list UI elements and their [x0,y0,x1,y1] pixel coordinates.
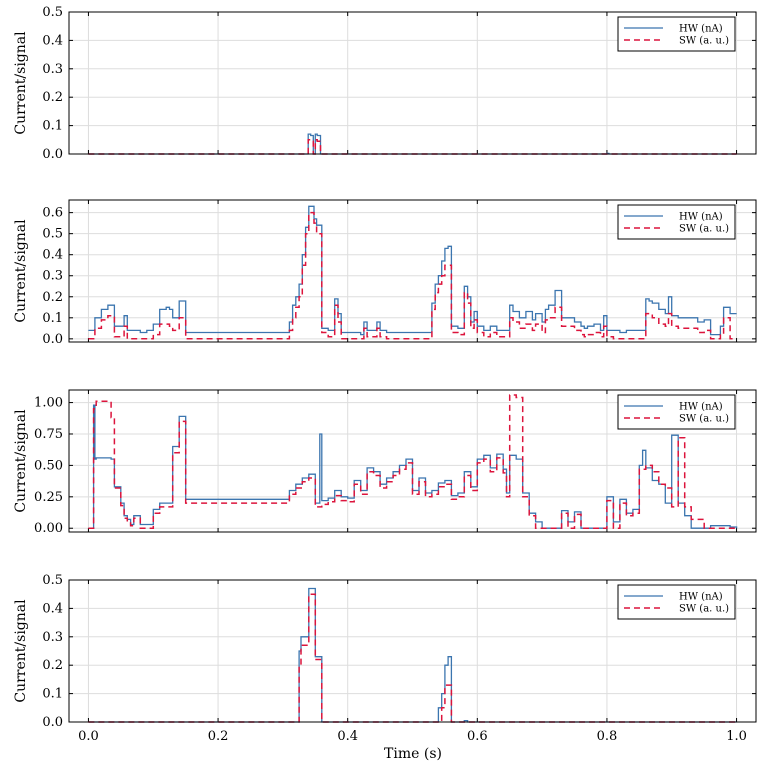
legend-box [617,16,736,52]
y-tick-label: 0.2 [42,658,63,673]
y-tick-label: 0.5 [42,573,63,588]
legend-label: HW (nA) [679,402,723,413]
chart-panel-2: 0.0 0.1 0.2 0.3 0.4 0.5 0.6 Current/signal HW (n… [13,199,757,347]
legend-box [617,394,736,430]
y-tick-label: 0.5 [42,5,63,20]
y-tick-label: 0.1 [42,119,63,134]
legend: HW (nA)SW (a. u.) [617,584,736,620]
series-line-hw [88,205,737,336]
y-tick-label: 0.1 [42,687,63,702]
series-line-sw [88,593,737,723]
x-tick-label: 1.0 [726,729,747,744]
y-tick-label: 0.75 [34,427,63,442]
x-axis-title: Time (s) [384,746,442,762]
y-tick-label: 0.3 [42,269,63,284]
y-tick-label: 0.3 [42,62,63,77]
legend-label: HW (nA) [679,24,723,35]
y-axis-title: Current/signal [13,219,29,323]
legend-label: HW (nA) [679,592,723,603]
y-tick-label: 0.1 [42,311,63,326]
chart-panel-1: 0.0 0.1 0.2 0.3 0.4 0.5 Current/signal HW (nA)S… [13,5,757,162]
y-tick-label: 0.4 [42,248,63,263]
x-tick-label: 0.8 [597,729,618,744]
plot-frame [68,579,757,723]
legend: HW (nA)SW (a. u.) [617,204,736,240]
x-tick-label: 0.0 [78,729,99,744]
y-tick-label: 0.0 [42,147,63,162]
y-tick-label: 0.50 [34,458,63,473]
series-line-sw [88,394,737,529]
y-tick-label: 0.6 [42,206,63,221]
y-tick-label: 0.25 [34,490,63,505]
y-axis-title: Current/signal [13,409,29,513]
y-tick-label: 0.00 [34,521,63,536]
y-tick-label: 0.5 [42,227,63,242]
y-tick-label: 0.2 [42,90,63,105]
y-tick-label: 0.4 [42,33,63,48]
legend-label: HW (nA) [679,212,723,223]
y-axis-title: Current/signal [13,599,29,703]
legend: HW (nA)SW (a. u.) [617,16,736,52]
plot-frame [68,389,757,533]
y-tick-label: 0.0 [42,715,63,730]
plot-frame [68,199,757,343]
y-tick-label: 0.3 [42,630,63,645]
chart-panel-4: 0.0 0.1 0.2 0.3 0.4 0.5 0.0 0.2 0.4 0.6 0.8 1.0 Curr… [13,573,757,744]
series-line-sw [88,211,737,340]
legend: HW (nA)SW (a. u.) [617,394,736,430]
y-tick-label: 1.00 [34,396,63,411]
legend-label: SW (a. u.) [679,224,729,235]
legend-box [617,204,736,240]
legend-label: SW (a. u.) [679,414,729,425]
legend-label: SW (a. u.) [679,36,729,47]
chart-panel-3: 0.00 0.25 0.50 0.75 1.00 Current/signal HW (nA… [13,389,757,536]
x-tick-label: 0.4 [337,729,358,744]
y-tick-label: 0.4 [42,601,63,616]
x-tick-label: 0.6 [467,729,488,744]
y-tick-label: 0.0 [42,332,63,347]
y-axis-title: Current/signal [13,31,29,135]
series-line-hw [88,404,738,529]
x-tick-label: 0.2 [208,729,229,744]
plot-frame [68,11,757,155]
legend-box [617,584,736,620]
y-tick-label: 0.2 [42,290,63,305]
legend-label: SW (a. u.) [679,604,729,615]
